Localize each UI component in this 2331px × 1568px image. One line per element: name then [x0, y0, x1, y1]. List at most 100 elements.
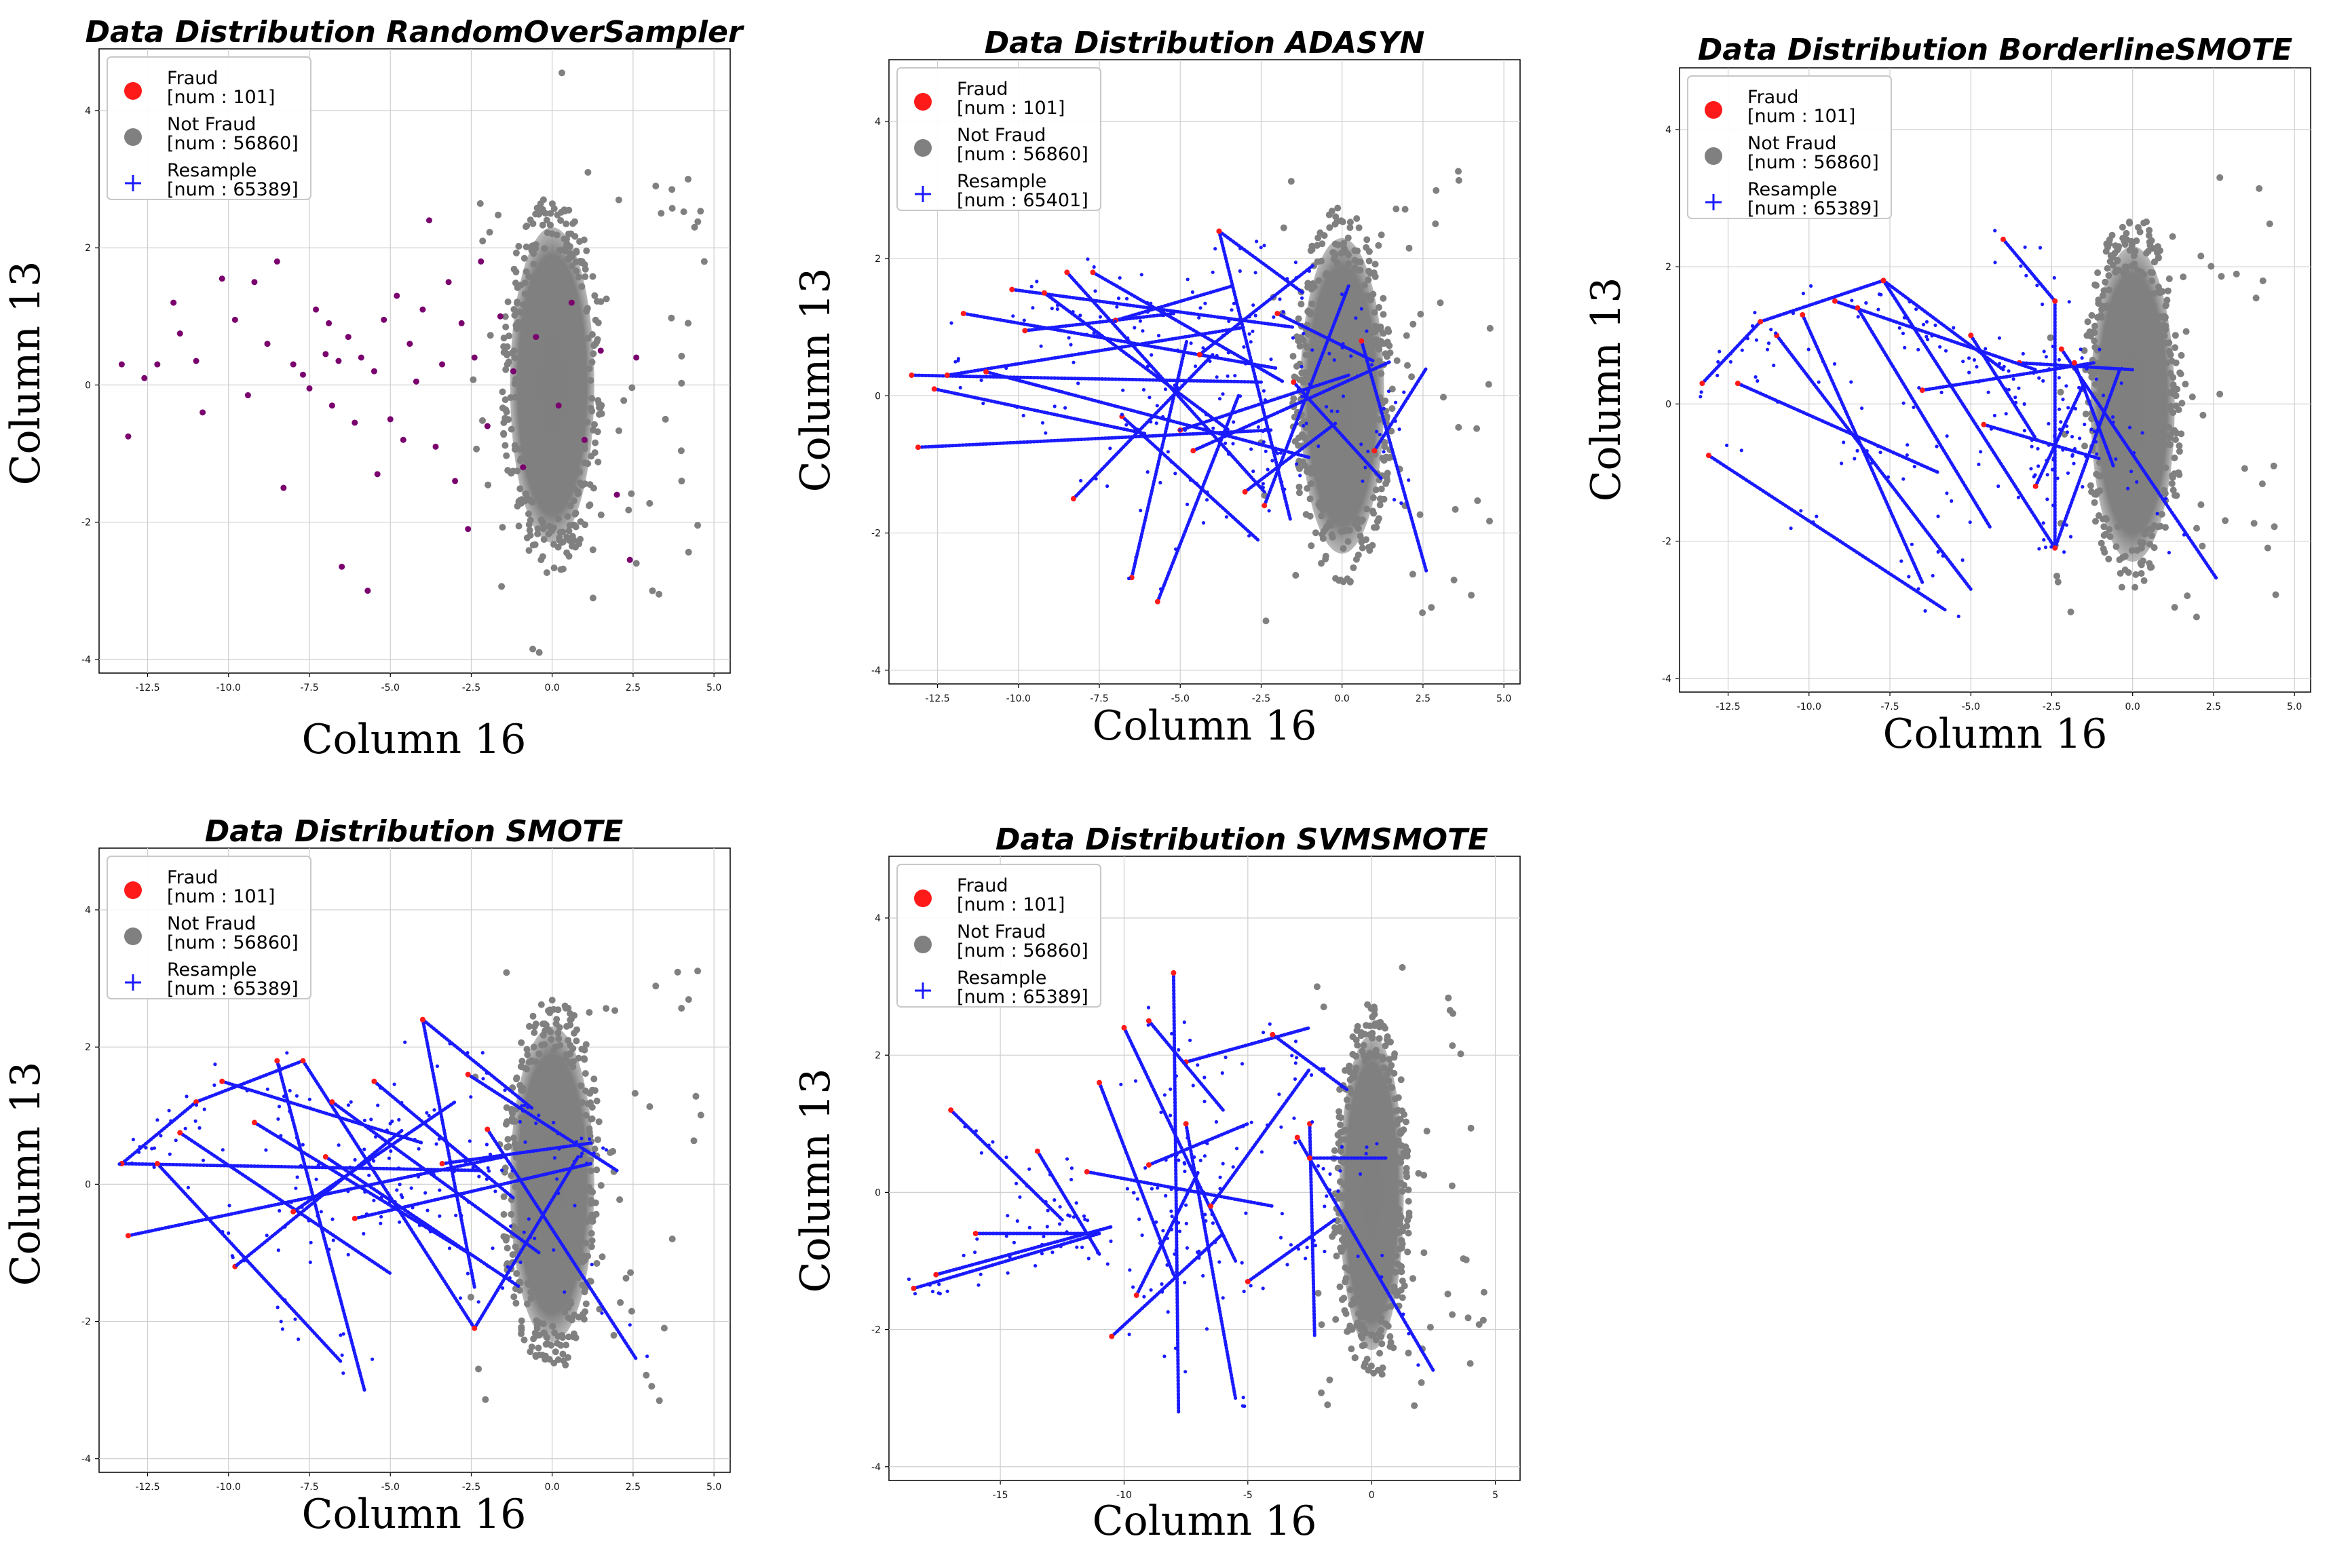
resample-point — [309, 1240, 313, 1244]
resample-point — [1997, 336, 2001, 340]
not-fraud-point — [2091, 499, 2098, 506]
resample-point — [1386, 389, 1391, 394]
not-fraud-point — [2105, 286, 2112, 294]
not-fraud-point — [2166, 434, 2174, 442]
resample-point — [1173, 1252, 1177, 1256]
resample-point — [379, 1215, 383, 1219]
resample-point — [308, 1260, 312, 1264]
resample-point — [1310, 1120, 1314, 1124]
resample-point — [1207, 1053, 1211, 1057]
fraud-point — [2058, 346, 2064, 352]
resample-point — [1933, 323, 1937, 327]
not-fraud-point — [1367, 1362, 1375, 1370]
not-fraud-point — [1346, 218, 1354, 226]
not-fraud-point — [557, 217, 565, 224]
fraud-point — [1216, 228, 1222, 234]
resample-point — [1072, 360, 1076, 364]
resample-segment — [1120, 415, 1260, 542]
resample-point — [349, 1100, 353, 1104]
not-fraud-point — [584, 419, 591, 426]
resample-point — [1196, 1063, 1200, 1067]
resample-segment — [932, 387, 1147, 436]
resample-point — [362, 1118, 367, 1122]
not-fraud-point — [1380, 330, 1387, 337]
resample-point — [1251, 470, 1255, 474]
resample-segment — [220, 1079, 425, 1145]
resample-point — [1079, 478, 1083, 483]
resample-point — [201, 1158, 206, 1162]
resample-point — [1095, 334, 1099, 338]
not-fraud-point — [508, 1172, 515, 1179]
x-tick-label: 2.5 — [2206, 702, 2221, 712]
resample-point — [1320, 1067, 1324, 1071]
not-fraud-point — [2151, 259, 2158, 266]
resample-point — [1249, 1284, 1253, 1288]
resample-point — [1327, 351, 1331, 356]
not-fraud-outlier — [558, 69, 565, 77]
not-fraud-point — [1382, 350, 1389, 358]
not-fraud-point — [1346, 1286, 1354, 1293]
resample-point — [1718, 349, 1722, 353]
not-fraud-point — [1411, 1402, 1418, 1409]
resample-point — [1169, 1227, 1174, 1231]
x-tick-label: -5.0 — [381, 683, 400, 693]
not-fraud-point — [625, 506, 632, 514]
resample-point — [428, 1229, 432, 1234]
resample-point — [1304, 1257, 1308, 1261]
resample-point — [1182, 1020, 1186, 1025]
not-fraud-point — [1448, 1182, 1456, 1189]
y-axis-label: Column 13 — [2, 261, 50, 486]
not-fraud-point — [685, 996, 692, 1003]
resample-point — [117, 1162, 121, 1166]
resample-point — [242, 1259, 246, 1263]
legend-label: Resample — [957, 968, 1046, 989]
not-fraud-point — [1291, 438, 1299, 445]
fraud-resample-point — [419, 306, 426, 313]
not-fraud-point — [499, 388, 506, 396]
fraud-point — [2052, 545, 2058, 551]
not-fraud-point — [1397, 1221, 1404, 1228]
not-fraud-point — [1419, 609, 1426, 617]
resample-point — [1186, 1191, 1190, 1195]
not-fraud-point — [501, 313, 509, 320]
not-fraud-point — [1352, 1036, 1360, 1044]
resample-point — [1308, 382, 1312, 386]
resample-point — [1293, 1141, 1297, 1145]
y-tick-label: 4 — [875, 117, 881, 128]
resample-point — [1224, 1055, 1228, 1059]
not-fraud-point — [697, 208, 704, 215]
not-fraud-point — [1376, 345, 1383, 353]
y-tick-label: -4 — [871, 1462, 881, 1473]
not-fraud-point — [1380, 311, 1387, 318]
resample-point — [1765, 347, 1770, 351]
not-fraud-point — [513, 1075, 520, 1083]
resample-point — [1138, 319, 1142, 323]
legend-box — [896, 67, 1101, 211]
not-fraud-point — [528, 1057, 535, 1065]
resample-point — [438, 1214, 442, 1218]
not-fraud-point — [2169, 486, 2177, 494]
not-fraud-point — [2093, 470, 2100, 478]
resample-point — [1205, 1327, 1209, 1331]
resample-point — [1086, 257, 1090, 261]
resample-point — [2061, 398, 2065, 402]
not-fraud-point — [1405, 244, 1413, 252]
not-fraud-point — [1367, 296, 1375, 303]
resample-point — [628, 1323, 632, 1327]
resample-point — [1842, 440, 1846, 444]
not-fraud-point — [526, 1022, 533, 1030]
not-fraud-point — [512, 1141, 518, 1148]
resample-point — [1235, 1147, 1239, 1151]
resample-point — [1852, 305, 1856, 309]
x-tick-label: -10.0 — [216, 683, 241, 693]
resample-point — [488, 1152, 493, 1156]
not-fraud-point — [2171, 427, 2178, 434]
not-fraud-point — [1486, 324, 1494, 332]
not-fraud-point — [593, 1166, 601, 1174]
not-fraud-point — [1318, 1321, 1325, 1328]
resample-segment — [1085, 1170, 1274, 1208]
not-fraud-point — [631, 1090, 639, 1097]
not-fraud-point — [2123, 229, 2130, 237]
not-fraud-point — [532, 1352, 539, 1359]
resample-point — [1096, 1250, 1100, 1255]
